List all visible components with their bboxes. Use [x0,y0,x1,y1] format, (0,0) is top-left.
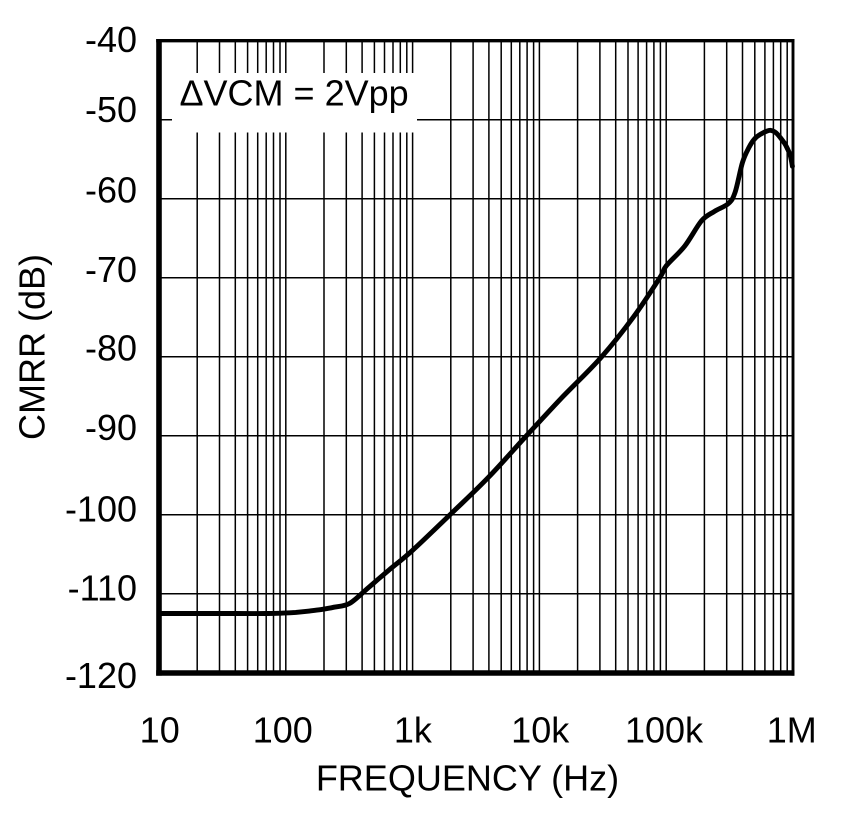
svg-text:100: 100 [253,710,313,751]
svg-text:-50: -50 [85,89,137,130]
svg-text:1M: 1M [767,710,817,751]
svg-text:-100: -100 [65,488,137,529]
svg-text:-40: -40 [85,19,137,60]
svg-text:-70: -70 [85,249,137,290]
svg-text:-60: -60 [85,170,137,211]
svg-text:-120: -120 [65,655,137,696]
svg-text:CMRR (dB): CMRR (dB) [12,254,53,440]
svg-text:-110: -110 [68,568,137,609]
svg-text:-80: -80 [85,328,137,369]
svg-text:ΔVCM = 2Vpp: ΔVCM = 2Vpp [180,73,409,114]
svg-text:10k: 10k [511,710,570,751]
svg-text:10: 10 [140,710,180,751]
svg-text:100k: 100k [625,710,704,751]
svg-text:1k: 1k [394,710,433,751]
svg-text:FREQUENCY (Hz): FREQUENCY (Hz) [316,757,619,798]
svg-text:-90: -90 [85,407,137,448]
